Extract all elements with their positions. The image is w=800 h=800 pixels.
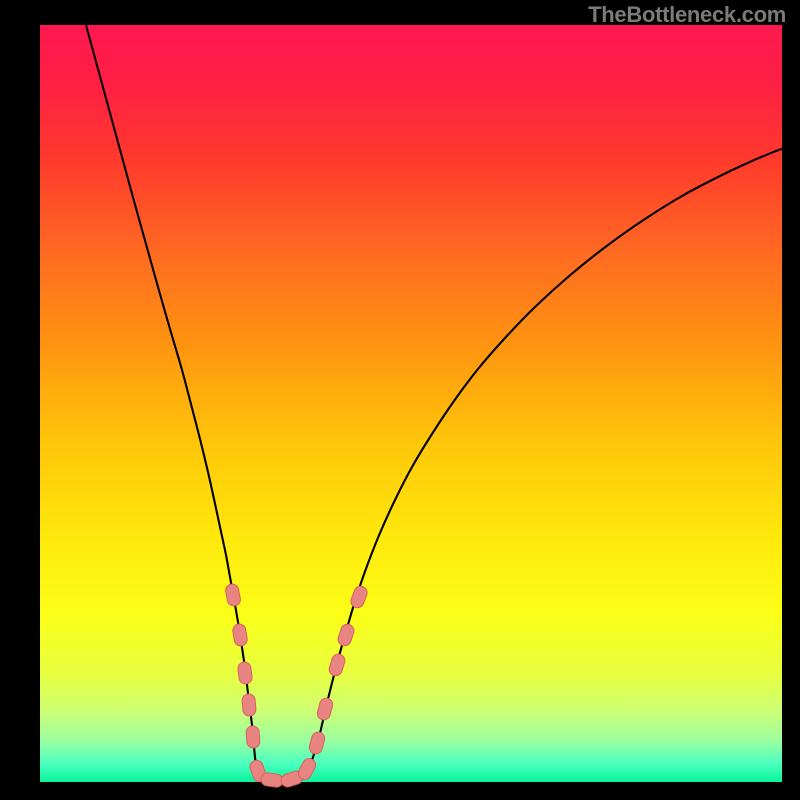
curve-marker [260,772,284,788]
curve-marker [316,697,334,722]
curve-marker [308,731,326,756]
watermark-text: TheBottleneck.com [588,2,786,28]
curve-marker [336,623,355,648]
curve-marker [225,583,242,607]
curve-marker [237,661,253,684]
chart-frame: { "watermark": { "text": "TheBottleneck.… [0,0,800,800]
curve-marker [328,653,347,678]
curve-marker [349,584,369,609]
curve-marker [232,623,248,647]
curve-marker [242,693,257,716]
curve-marker [246,726,261,749]
bottleneck-curve [40,25,782,782]
